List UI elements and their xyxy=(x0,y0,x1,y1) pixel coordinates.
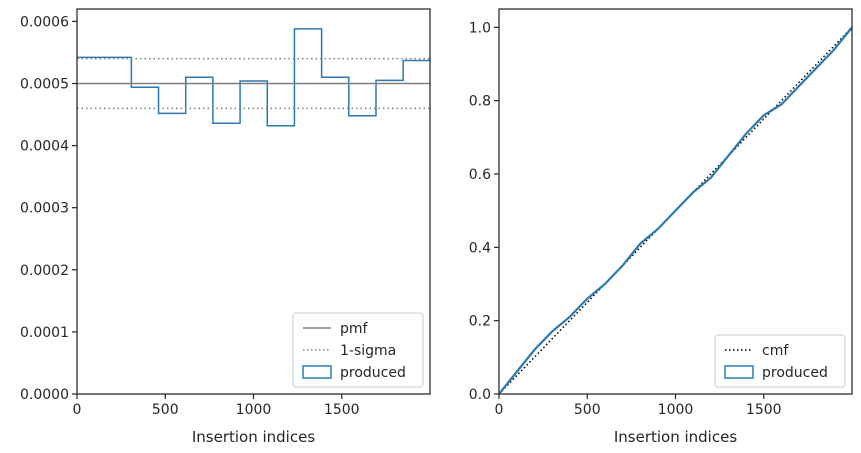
produced-line xyxy=(499,26,852,394)
plot-area xyxy=(77,28,430,127)
plot-area xyxy=(499,26,852,394)
x-tick-label: 0 xyxy=(73,402,82,418)
x-axis-label: Insertion indices xyxy=(192,428,315,446)
legend-box xyxy=(292,312,424,388)
cmf-panel: 0 500 1000 1500 0.0 0.2 0.4 0.6 0.8 1.0 Insertion … xyxy=(469,8,853,446)
legend-label-produced: produced xyxy=(762,365,828,381)
x-axis-label: Insertion indices xyxy=(614,428,737,446)
x-tick-label: 1500 xyxy=(324,402,360,418)
x-tick-label: 1500 xyxy=(746,402,782,418)
x-tick-label: 0 xyxy=(495,402,504,418)
x-tick-label: 1000 xyxy=(658,402,694,418)
y-tick-label: 0.6 xyxy=(469,167,491,183)
y-tick-label: 0.0004 xyxy=(20,139,69,155)
legend-label-pmf: pmf xyxy=(340,321,369,337)
x-tick-label: 500 xyxy=(152,402,179,418)
y-tick-label: 1.0 xyxy=(469,20,491,36)
legend-box xyxy=(714,334,846,388)
y-tick-label: 0.0001 xyxy=(20,325,69,341)
legend: cmf produced xyxy=(714,334,846,388)
y-tick-label: 0.4 xyxy=(469,240,491,256)
legend-label-cmf: cmf xyxy=(762,343,789,359)
legend-swatch-produced xyxy=(724,365,754,379)
y-tick-label: 0.0002 xyxy=(20,263,69,279)
legend-swatch-produced xyxy=(302,365,332,379)
legend-label-1-sigma: 1-sigma xyxy=(340,343,396,359)
x-tick-label: 1000 xyxy=(236,402,272,418)
y-tick-label: 0.0006 xyxy=(20,14,69,30)
y-tick-label: 0.2 xyxy=(469,314,491,330)
y-tick-label: 0.0000 xyxy=(20,387,69,403)
y-tick-label: 0.0 xyxy=(469,387,491,403)
x-tick-label: 500 xyxy=(574,402,601,418)
legend: pmf 1-sigma produced xyxy=(292,312,424,388)
pmf-panel: 0 500 1000 1500 0.0000 0.0001 0.0002 0.0003 0.00… xyxy=(20,8,431,446)
y-tick-label: 0.0005 xyxy=(20,77,69,93)
y-tick-label: 0.8 xyxy=(469,94,491,110)
legend-label-produced: produced xyxy=(340,365,406,381)
produced-step-line xyxy=(77,28,430,127)
cmf-line xyxy=(499,26,852,394)
y-tick-label: 0.0003 xyxy=(20,201,69,217)
